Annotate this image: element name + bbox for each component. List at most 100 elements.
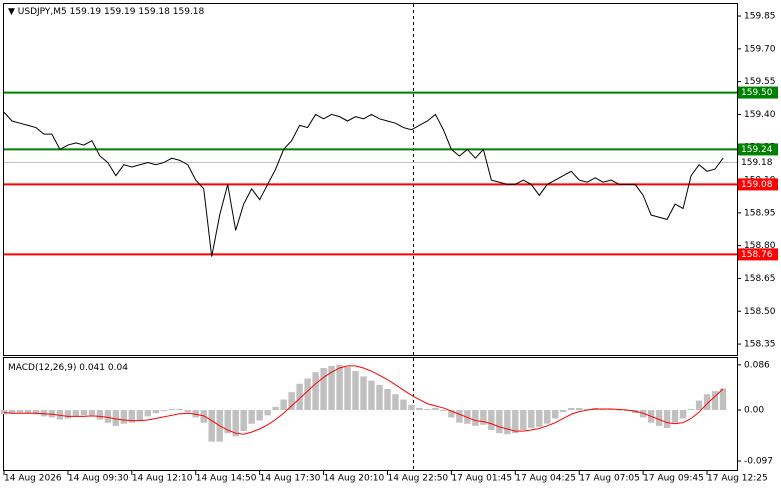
y-tick-label: 0.00 [744, 406, 764, 416]
x-tick-label: 17 Aug 12:25 [707, 474, 768, 484]
macd-bar [623, 410, 631, 412]
level-label: 159.08 [741, 180, 773, 190]
macd-bar [424, 409, 431, 411]
level-label: 159.50 [741, 88, 773, 98]
macd-bar [0, 410, 8, 415]
y-tick-label: 158.65 [744, 274, 776, 284]
last-price-tag [738, 156, 778, 169]
macd-bar [240, 410, 247, 432]
price-panel [3, 3, 738, 356]
macd-bar [631, 410, 639, 414]
macd-bar [456, 410, 463, 423]
macd-bar [192, 410, 199, 418]
macd-bar [344, 366, 351, 411]
macd-bar [64, 410, 72, 419]
x-tick-label: 17 Aug 01:45 [451, 474, 512, 484]
macd-bar [615, 410, 623, 411]
price-line [3, 111, 724, 257]
macd-bar [224, 410, 231, 434]
macd-title: MACD(12,26,9) 0.041 0.04 [8, 363, 128, 373]
macd-bar [328, 365, 335, 411]
macd-bar [208, 410, 215, 442]
macd-bar [320, 367, 327, 411]
y-tick-label: 0.086 [744, 360, 770, 370]
macd-bar [488, 410, 495, 431]
macd-bar [32, 410, 40, 415]
ohlc: 159.19 [104, 7, 136, 17]
macd-bar [576, 407, 583, 411]
x-tick-label: 14 Aug 09:30 [68, 474, 129, 484]
macd-bar [719, 388, 727, 411]
macd-bar [40, 410, 48, 417]
symbol: USDJPY,M5 [18, 7, 67, 17]
macd-bar [432, 407, 439, 411]
macd-bar [416, 407, 423, 411]
macd-bar [599, 409, 607, 411]
macd-bar [536, 410, 543, 427]
macd-bar [48, 410, 56, 418]
y-tick-label: 158.95 [744, 208, 776, 218]
macd-bar [16, 410, 24, 413]
macd-bar [88, 410, 96, 416]
last-price-label: 159.18 [741, 158, 773, 168]
x-tick-label: 14 Aug 17:30 [260, 474, 321, 484]
macd-bar [144, 410, 151, 417]
macd-bar [480, 410, 487, 425]
x-tick-label: 14 Aug 2026 [4, 474, 62, 484]
macd-bar [663, 410, 671, 428]
level-tag [738, 86, 778, 99]
macd-bar [472, 410, 479, 426]
macd-bar [168, 409, 175, 411]
x-tick-label: 17 Aug 09:45 [643, 474, 704, 484]
macd-bar [504, 410, 511, 435]
y-tick-label: 159.40 [744, 110, 776, 120]
macd-bar [528, 410, 535, 428]
macd-bar [296, 383, 303, 411]
macd-bar [568, 407, 575, 411]
y-tick-label: 159.70 [744, 44, 776, 54]
macd-bar [520, 410, 527, 431]
x-tick-label: 14 Aug 20:10 [324, 474, 385, 484]
macd-bar [80, 410, 88, 416]
macd-bar [695, 400, 703, 411]
macd-bar [496, 410, 503, 434]
macd-bar [96, 410, 104, 420]
macd-bar [440, 410, 447, 412]
level-tag [738, 178, 778, 191]
macd-bar [607, 409, 615, 411]
macd-bar [8, 410, 16, 414]
macd-bar [304, 378, 311, 411]
plot-area [0, 91, 737, 442]
macd-bar [128, 410, 136, 423]
macd-bar [584, 409, 591, 411]
macd-bar [512, 410, 519, 434]
macd-title-text: MACD(12,26,9) [8, 363, 76, 373]
y-tick-label: -0.097 [744, 457, 773, 467]
y-tick-label: 158.80 [744, 241, 776, 251]
macd-bar [248, 410, 255, 424]
level-label: 158.76 [741, 250, 773, 260]
level-tag [738, 248, 778, 261]
macd-bar [687, 409, 695, 411]
signal-line [3, 365, 724, 435]
header: ▼ USDJPY,M5 159.19 159.19 159.18 159.18 [8, 7, 205, 17]
macd-bar [280, 399, 287, 411]
macd-bar [368, 380, 375, 411]
macd-bar [560, 410, 567, 413]
macd-bar [703, 394, 711, 411]
y-tick-label: 158.35 [744, 340, 776, 350]
signal-value: 0.04 [108, 363, 128, 373]
macd-bar [120, 410, 128, 424]
header-arrow: ▼ [8, 7, 18, 17]
macd-bar [448, 410, 455, 418]
macd-bar [184, 410, 191, 413]
macd-bar [671, 410, 679, 423]
macd-bar [655, 410, 663, 426]
x-tick-label: 14 Aug 12:10 [132, 474, 193, 484]
macd-bar [232, 410, 239, 437]
y-tick-label: 158.50 [744, 307, 776, 317]
macd-bar [112, 410, 120, 426]
macd-bar [352, 371, 359, 411]
macd-bar [136, 410, 144, 421]
